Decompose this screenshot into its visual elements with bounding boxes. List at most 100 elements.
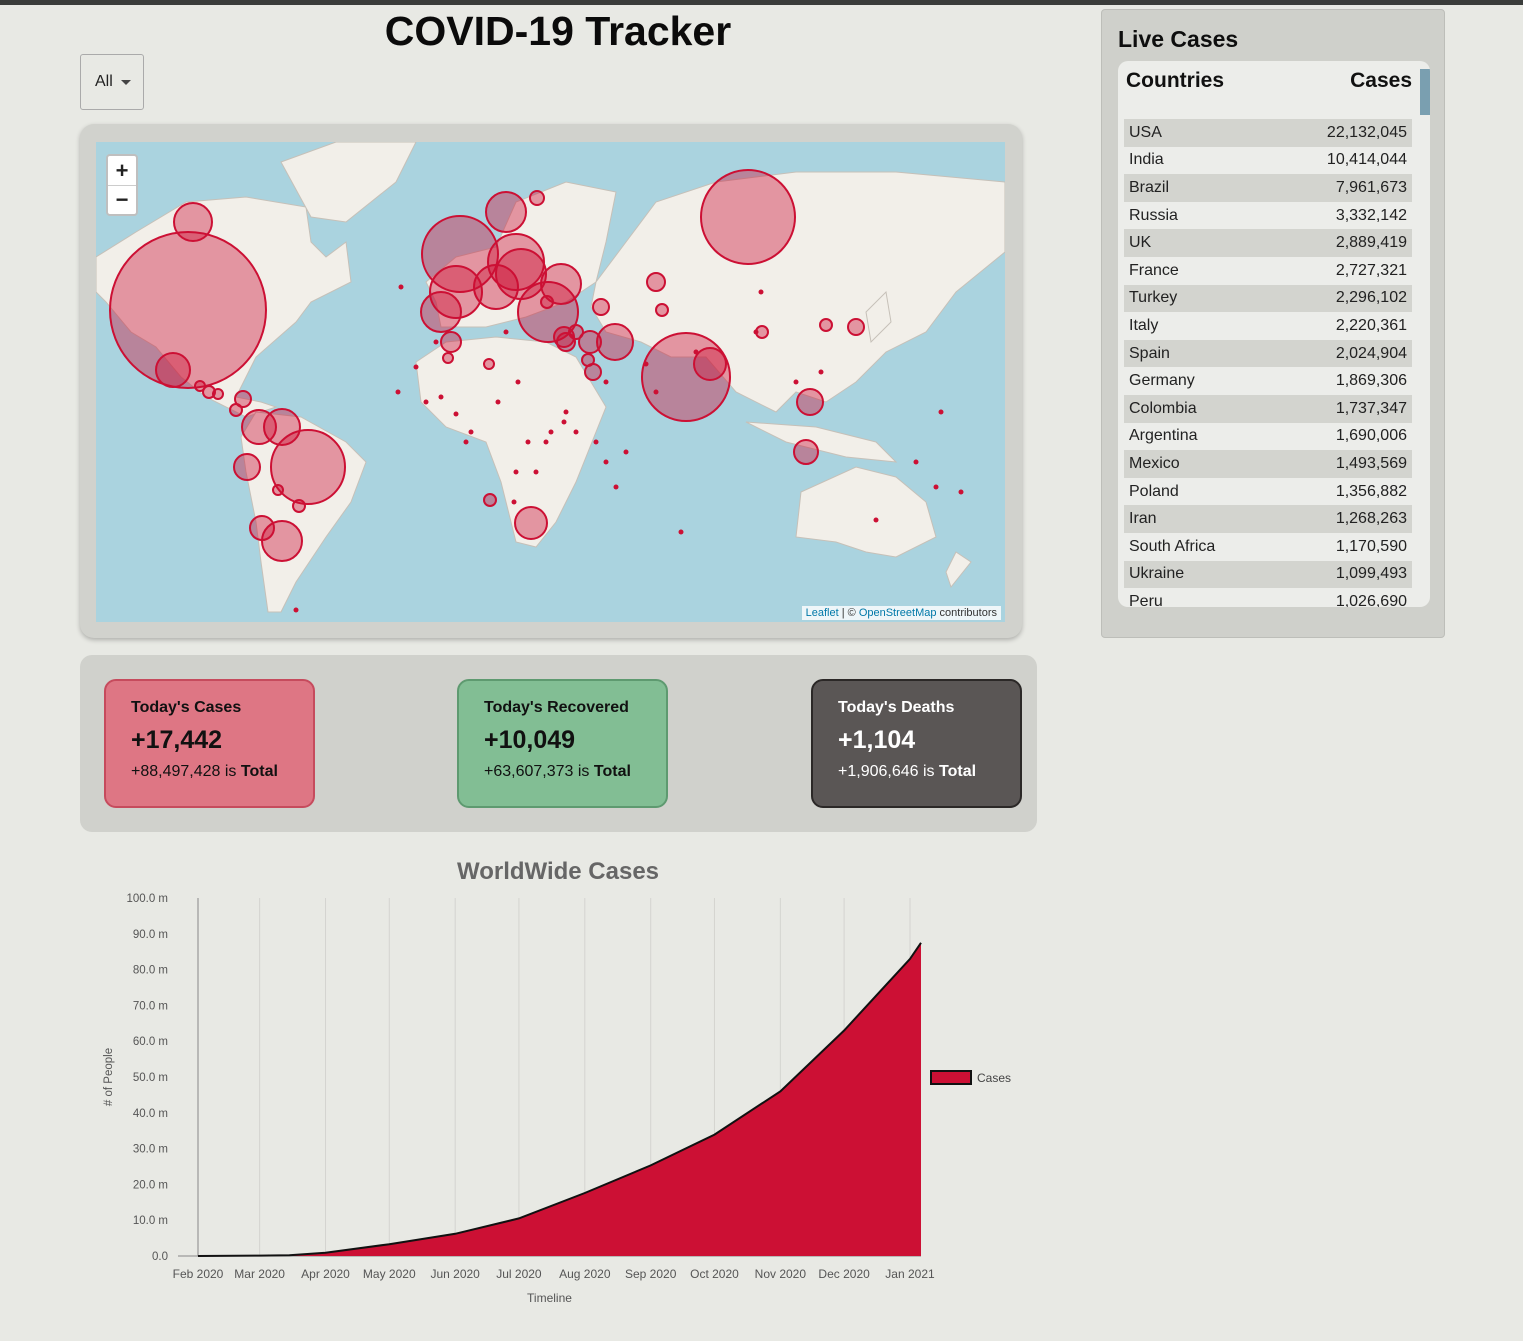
case-bubble <box>173 202 213 242</box>
total-recovered-is: is <box>577 763 590 780</box>
case-bubble <box>568 324 584 340</box>
osm-link[interactable]: OpenStreetMap <box>858 607 937 619</box>
y-axis-label: # of People <box>103 1048 115 1106</box>
nz-land <box>945 551 972 589</box>
y-tick-label: 80.0 m <box>133 965 168 977</box>
map-canvas <box>96 142 1005 613</box>
case-dot <box>593 439 599 445</box>
y-tick-label: 100.0 m <box>126 893 168 905</box>
col-countries: Countries <box>1126 69 1225 92</box>
case-bubble <box>529 190 545 206</box>
live-table-header: Countries Cases <box>1126 69 1412 109</box>
case-dot <box>958 489 964 495</box>
land-masses <box>96 142 1005 613</box>
today-deaths-box[interactable]: Today's Deaths +1,104 +1,906,646 is Tota… <box>811 679 1022 808</box>
today-recovered-box[interactable]: Today's Recovered +10,049 +63,607,373 is… <box>457 679 668 808</box>
case-bubble <box>194 380 206 392</box>
case-dot <box>933 484 939 490</box>
case-bubble <box>429 265 483 319</box>
country-filter-select[interactable]: All <box>80 54 144 110</box>
x-tick-label: Oct 2020 <box>690 1267 739 1281</box>
x-tick-label: Aug 2020 <box>559 1267 611 1281</box>
zoom-out-button[interactable]: − <box>108 185 136 214</box>
row-country: Russia <box>1129 206 1178 224</box>
today-cases-box[interactable]: Today's Cases +17,442 +88,497,428 is Tot… <box>104 679 315 808</box>
total-deaths-label: Total <box>939 763 977 780</box>
live-cases-table[interactable]: Countries Cases USA 22,132,045 India 10,414… <box>1118 61 1430 607</box>
row-country: Poland <box>1129 482 1179 500</box>
attribution-sep: | © <box>838 607 859 619</box>
col-cases: Cases <box>1350 69 1412 92</box>
world-map[interactable]: + − Leaflet | © OpenStreetMap contributo… <box>96 142 1005 622</box>
case-bubble <box>847 318 865 336</box>
case-bubble <box>655 303 669 317</box>
north-america-land <box>96 196 352 418</box>
case-dot <box>818 369 824 375</box>
y-tick-label: 10.0 m <box>133 1215 168 1227</box>
table-row: Peru 1,026,690 <box>1124 588 1412 607</box>
y-tick-label: 70.0 m <box>133 1000 168 1012</box>
total-recovered-value: +63,607,373 <box>484 763 574 780</box>
legend-swatch <box>930 1070 972 1085</box>
table-row: Spain 2,024,904 <box>1124 339 1412 368</box>
x-tick-label: Dec 2020 <box>818 1267 870 1281</box>
table-row: Germany 1,869,306 <box>1124 367 1412 395</box>
row-country: Spain <box>1129 344 1170 362</box>
case-dot <box>503 329 509 335</box>
case-bubble <box>292 499 306 513</box>
x-tick-label: Mar 2020 <box>234 1267 285 1281</box>
case-dot <box>913 459 919 465</box>
zoom-in-button[interactable]: + <box>115 157 129 183</box>
row-cases: 1,737,347 <box>1335 399 1407 417</box>
case-bubbles <box>109 169 964 613</box>
case-dot <box>573 429 579 435</box>
case-bubble <box>241 409 277 445</box>
total-cases-is: is <box>224 763 237 780</box>
row-country: India <box>1129 151 1164 169</box>
case-dot <box>938 409 944 415</box>
case-bubble <box>578 330 602 354</box>
case-dot <box>293 607 299 613</box>
row-cases: 3,332,142 <box>1335 206 1407 224</box>
today-recovered-label: Today's Recovered <box>484 699 629 716</box>
case-dot <box>873 517 879 523</box>
case-bubble <box>202 385 216 399</box>
case-dot <box>511 499 517 505</box>
case-bubble <box>495 248 547 300</box>
case-bubble <box>420 291 462 333</box>
case-dot <box>395 389 401 395</box>
case-dot <box>515 379 521 385</box>
live-cases-panel: Live Cases Countries Cases USA 22,132,045… <box>1101 9 1445 638</box>
table-scrollbar[interactable] <box>1420 69 1430 115</box>
case-dot <box>468 429 474 435</box>
row-country: South Africa <box>1129 537 1216 555</box>
case-bubble <box>155 352 191 388</box>
case-bubble <box>234 390 252 408</box>
row-country: Germany <box>1129 372 1195 390</box>
y-tick-label: 60.0 m <box>133 1036 168 1048</box>
case-bubble <box>796 388 824 416</box>
map-card: + − Leaflet | © OpenStreetMap contributo… <box>80 124 1022 638</box>
japan-land <box>865 290 892 344</box>
table-row: Brazil 7,961,673 <box>1124 174 1412 202</box>
page-title: COVID-19 Tracker <box>384 8 732 54</box>
case-dot <box>533 469 539 475</box>
stats-card: Today's Cases +17,442 +88,497,428 is Tot… <box>80 655 1037 832</box>
case-dot <box>463 439 469 445</box>
total-deaths-text: +1,906,646 is Total <box>838 763 1020 781</box>
row-cases: 2,024,904 <box>1335 344 1407 362</box>
row-cases: 2,220,361 <box>1335 316 1407 334</box>
x-tick-label: Jan 2021 <box>885 1267 935 1281</box>
case-dot <box>561 419 567 425</box>
case-dot <box>525 439 531 445</box>
table-row: Turkey 2,296,102 <box>1124 284 1412 313</box>
case-bubble <box>596 323 634 361</box>
row-country: Italy <box>1129 316 1159 334</box>
table-row: South Africa 1,170,590 <box>1124 533 1412 561</box>
case-dot <box>563 409 569 415</box>
case-bubble <box>700 169 796 265</box>
leaflet-link[interactable]: Leaflet <box>805 607 839 619</box>
total-deaths-is: is <box>922 763 935 780</box>
case-dot <box>433 339 439 345</box>
case-bubble <box>819 318 833 332</box>
